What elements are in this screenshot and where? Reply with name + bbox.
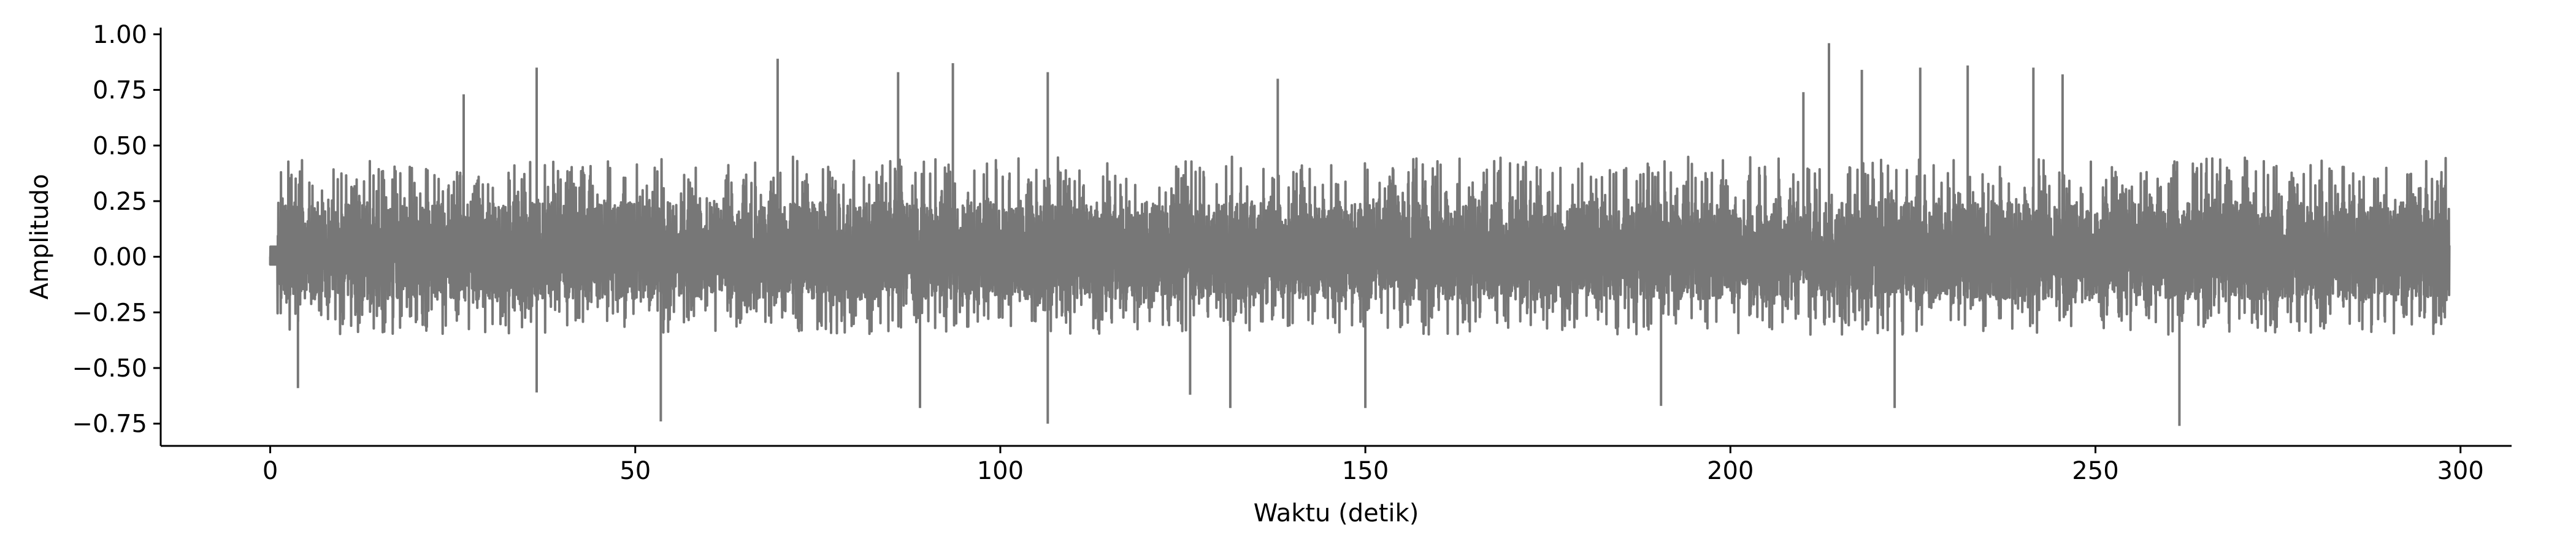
y-axis-ticks: −0.75 −0.50 −0.25 0.00 0.25 0.50 0.75 1.00	[72, 21, 161, 439]
x-tick-label: 300	[2437, 457, 2483, 485]
x-axis-label: Waktu (detik)	[1254, 499, 1419, 527]
y-axis-label: Amplitudo	[26, 174, 54, 300]
x-tick-label: 150	[1342, 457, 1389, 485]
x-tick-label: 0	[263, 457, 278, 485]
y-tick-label: −0.25	[72, 299, 147, 327]
plot-area	[269, 43, 2451, 426]
waveform-series-line	[269, 43, 2451, 426]
y-tick-label: 0.00	[93, 243, 147, 272]
x-tick-label: 200	[1707, 457, 1754, 485]
x-tick-label: 250	[2072, 457, 2118, 485]
x-tick-label: 100	[977, 457, 1024, 485]
y-tick-label: 0.50	[93, 132, 147, 160]
y-tick-label: 0.75	[93, 77, 147, 105]
y-tick-label: 0.25	[93, 188, 147, 216]
x-tick-label: 50	[619, 457, 651, 485]
x-axis-ticks: 0 50 100 150 200 250 300	[263, 446, 2484, 485]
y-tick-label: 1.00	[93, 21, 147, 49]
y-tick-label: −0.50	[72, 355, 147, 383]
axes	[159, 28, 2512, 447]
y-tick-label: −0.75	[72, 410, 147, 439]
